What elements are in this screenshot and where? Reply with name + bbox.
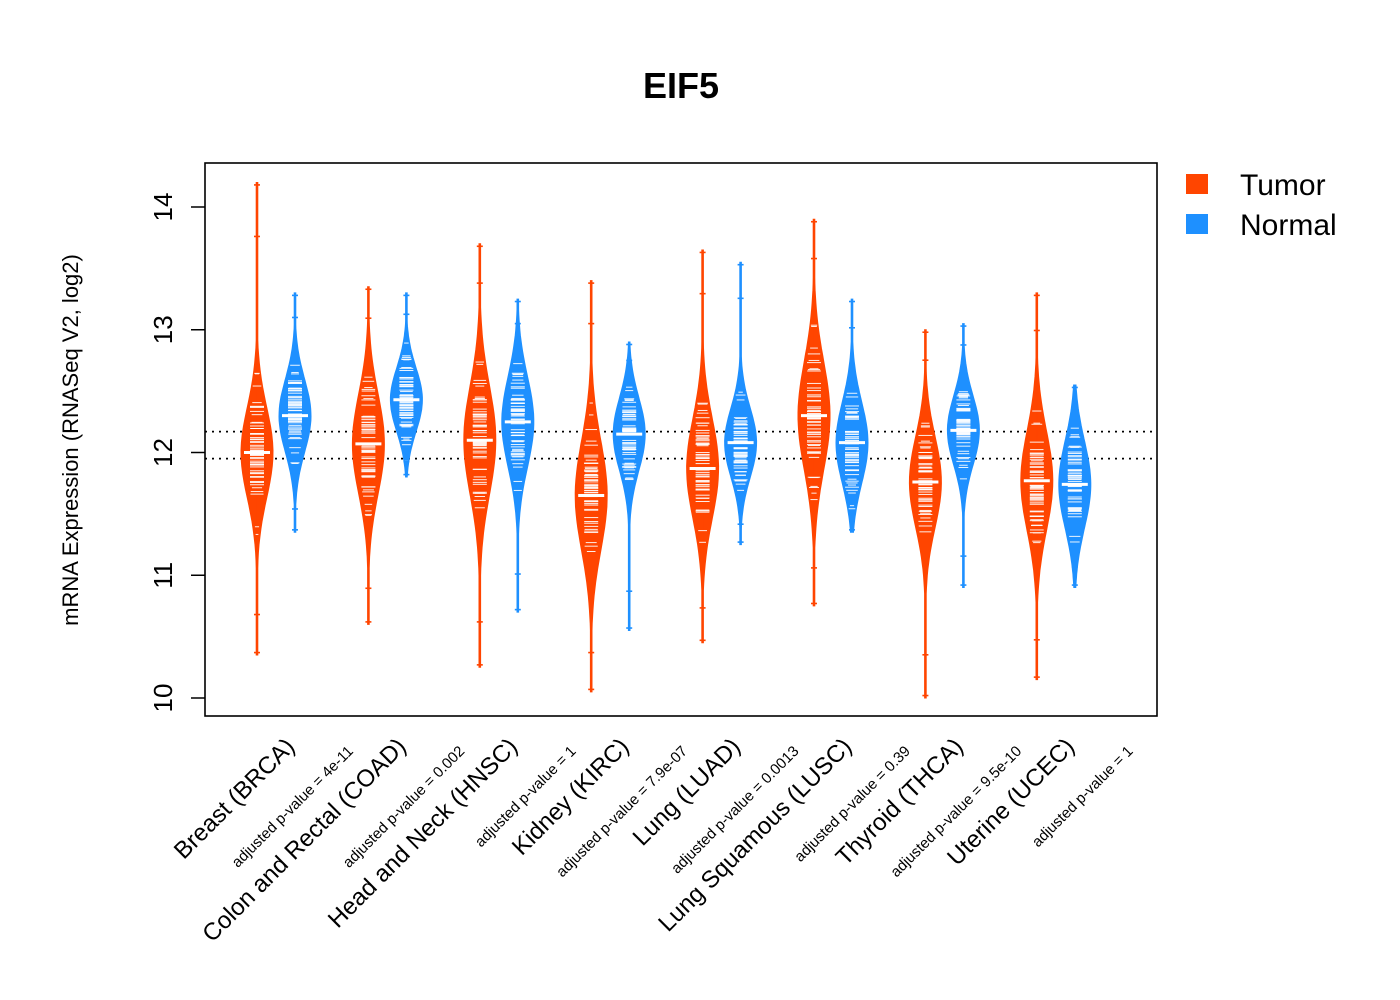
tumor-violin: [574, 280, 608, 693]
y-tick-label: 11: [148, 562, 178, 589]
normal-violin: [724, 261, 758, 546]
normal-violin: [501, 298, 535, 613]
tumor-violin: [797, 218, 831, 607]
legend-label-normal: Normal: [1240, 209, 1337, 242]
normal-violin: [835, 298, 869, 533]
normal-violin: [946, 323, 980, 588]
normal-violin: [1058, 384, 1092, 588]
y-axis-label: mRNA Expression (RNASeq V2, log2): [58, 254, 83, 626]
tumor-violin: [463, 243, 497, 668]
normal-violin: [612, 341, 646, 631]
legend: Tumor Normal: [1186, 169, 1337, 242]
tumor-violin: [240, 182, 274, 656]
tumor-violin: [351, 286, 385, 625]
tumor-violin: [686, 249, 720, 644]
legend-label-tumor: Tumor: [1240, 169, 1326, 202]
tumor-violin: [908, 329, 942, 699]
normal-violin: [278, 292, 312, 533]
y-tick-label: 14: [148, 193, 178, 222]
legend-swatch-tumor: [1186, 174, 1208, 194]
y-tick-label: 10: [148, 684, 178, 713]
normal-violin: [389, 292, 423, 478]
chart-title: EIF5: [643, 65, 719, 106]
y-tick-label: 13: [148, 315, 178, 344]
tumor-violin: [1020, 292, 1054, 681]
legend-swatch-normal: [1186, 214, 1208, 234]
y-tick-label: 12: [148, 438, 178, 467]
plot-border: [204, 162, 1158, 717]
